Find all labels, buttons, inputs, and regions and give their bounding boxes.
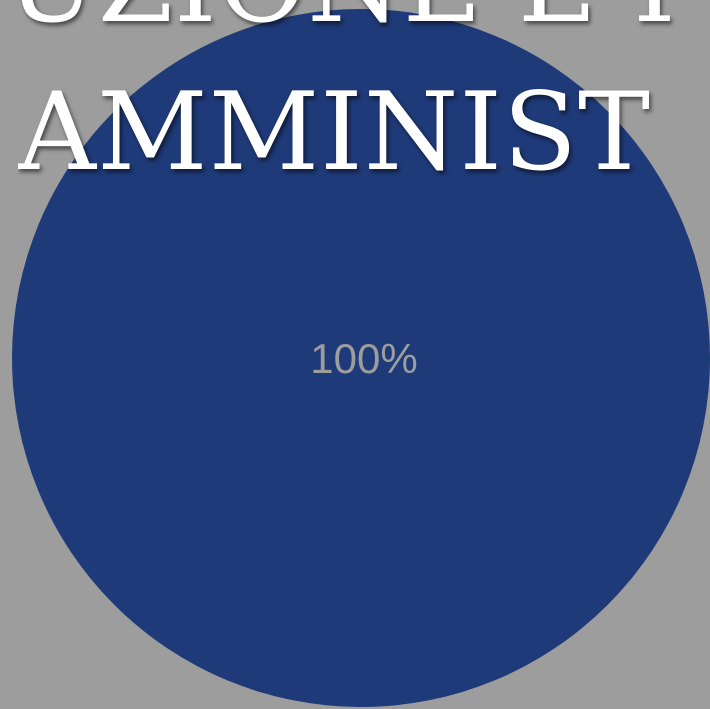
pie-data-label: 100% bbox=[310, 335, 417, 382]
slide-title-line-1: UZIONE E I bbox=[6, 0, 710, 40]
pie-slice bbox=[12, 9, 710, 707]
slide-title-line-2: AMMINIST bbox=[18, 74, 652, 192]
pie-labels: 100% bbox=[310, 335, 417, 382]
pie-slices bbox=[12, 9, 710, 707]
